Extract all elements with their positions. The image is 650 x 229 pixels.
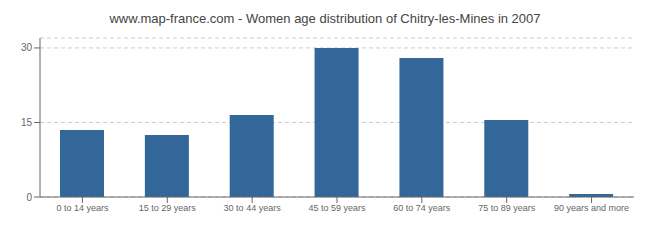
svg-text:90 years and more: 90 years and more: [554, 203, 629, 213]
html-text:www.map-france.com - Women age: www.map-france.com - Women age distribut…: [109, 11, 541, 26]
svg-text:15: 15: [21, 117, 33, 128]
svg-text:30 to 44 years: 30 to 44 years: [224, 203, 282, 213]
svg-text:75 to 89 years: 75 to 89 years: [478, 203, 536, 213]
svg-text:60 to 74 years: 60 to 74 years: [393, 203, 451, 213]
svg-text:45 to 59 years: 45 to 59 years: [308, 203, 366, 213]
svg-text:30: 30: [21, 42, 33, 53]
svg-text:15 to 29 years: 15 to 29 years: [139, 203, 197, 213]
svg-text:0: 0: [26, 192, 32, 203]
svg-text:0 to 14 years: 0 to 14 years: [56, 203, 109, 213]
